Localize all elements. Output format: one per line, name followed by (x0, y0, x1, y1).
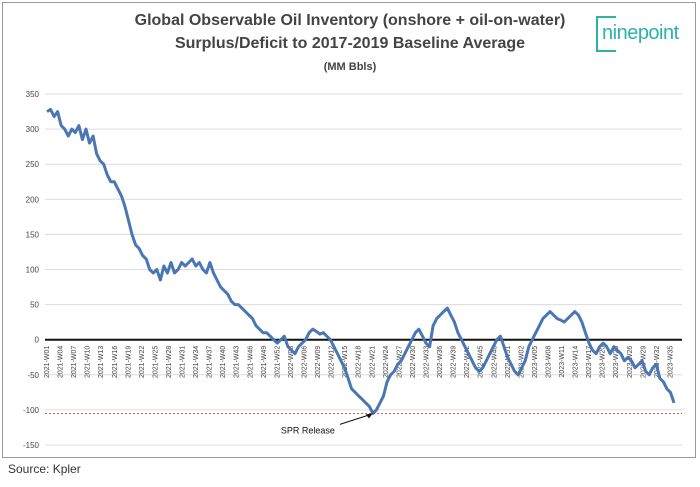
y-tick-label: 200 (26, 195, 40, 204)
grid-lines (45, 93, 682, 446)
logo-bracket-icon (596, 16, 616, 52)
x-tick-label: 2021-W19 (125, 346, 132, 378)
annotation-arrowhead (365, 413, 373, 419)
y-tick-label: 150 (26, 230, 40, 239)
x-tick-label: 2021-W04 (58, 346, 65, 378)
y-tick-label: 300 (26, 125, 40, 134)
x-tick-label: 2022-W06 (302, 346, 309, 378)
x-tick-label: 2021-W13 (98, 346, 105, 378)
y-tick-label: 100 (26, 266, 40, 275)
x-tick-label: 2021-W37 (207, 346, 214, 378)
annotation-layer: SPR Release (45, 413, 682, 435)
x-tick-label: 2021-W52 (274, 346, 281, 378)
ninepoint-logo: ninepoint (596, 16, 686, 56)
x-tick-label: 2021-W49 (261, 346, 268, 378)
source-note: Source: Kpler (8, 462, 81, 476)
y-tick-label: -100 (23, 406, 40, 415)
x-tick-label: 2021-W43 (234, 346, 241, 378)
x-axis: 2021-W01 2021-W04 2021-W07 2021-W10 2021-W13… (44, 346, 674, 378)
x-tick-label: 2022-W18 (356, 346, 363, 378)
logo-text: ninepoint (602, 22, 679, 44)
x-tick-label: 2023-W32 (654, 346, 661, 378)
x-tick-label: 2022-W33 (423, 346, 430, 378)
x-tick-label: 2021-W28 (166, 346, 173, 378)
x-tick-label: 2022-W45 (478, 346, 485, 378)
x-tick-label: 2021-W31 (180, 346, 187, 378)
x-tick-label: 2021-W22 (139, 346, 146, 378)
x-tick-label: 2023-W08 (545, 346, 552, 378)
chart-units-label: (MM Bbls) (323, 61, 377, 73)
x-tick-label: 2023-W02 (518, 346, 525, 378)
y-axis: 350 300 250 200 150 100 50 0 -50 -100 -150 (23, 90, 40, 450)
x-tick-label: 2022-W30 (410, 346, 417, 378)
x-tick-label: 2023-W17 (586, 346, 593, 378)
x-tick-label: 2022-W42 (464, 346, 471, 378)
y-tick-label: 50 (30, 301, 39, 310)
x-tick-label: 2023-W20 (600, 346, 607, 378)
x-tick-label: 2022-W39 (451, 346, 458, 378)
chart-title-line2: Surplus/Deficit to 2017-2019 Baseline Av… (174, 35, 526, 52)
x-tick-label: 2021-W10 (85, 346, 92, 378)
x-tick-label: 2021-W46 (247, 346, 254, 378)
x-tick-label: 2021-W16 (112, 346, 119, 378)
annotation-arrow (339, 413, 372, 425)
y-tick-label: 0 (35, 336, 40, 345)
x-tick-label: 2021-W34 (193, 346, 200, 378)
x-tick-label: 2021-W40 (220, 346, 227, 378)
x-tick-label: 2022-W21 (369, 346, 376, 378)
x-tick-label: 2023-W35 (667, 346, 674, 378)
chart-title-line1: Global Observable Oil Inventory (onshore… (134, 12, 566, 29)
x-tick-label: 2022-W15 (342, 346, 349, 378)
y-tick-label: 250 (26, 160, 40, 169)
y-tick-label: -150 (23, 441, 40, 450)
x-tick-label: 2022-W12 (329, 346, 336, 378)
series-line (46, 107, 676, 415)
x-tick-label: 2023-W14 (573, 346, 580, 378)
x-tick-label: 2022-W48 (491, 346, 498, 378)
x-tick-label: 2022-W24 (383, 346, 390, 378)
x-tick-label: 2021-W07 (71, 346, 78, 378)
x-tick-label: 2021-W01 (44, 346, 51, 378)
x-tick-label: 2021-W25 (152, 346, 159, 378)
x-tick-label: 2022-W03 (288, 346, 295, 378)
x-tick-label: 2023-W05 (532, 346, 539, 378)
y-tick-label: -50 (27, 371, 39, 380)
x-tick-label: 2022-W36 (437, 346, 444, 378)
x-tick-label: 2022-W09 (315, 346, 322, 378)
plot-area (45, 107, 682, 415)
x-tick-label: 2023-W26 (627, 346, 634, 378)
x-tick-label: 2023-W11 (559, 346, 566, 378)
spr-release-label: SPR Release (281, 425, 335, 435)
x-tick-label: 2023-W23 (613, 346, 620, 378)
y-tick-label: 350 (26, 90, 40, 99)
